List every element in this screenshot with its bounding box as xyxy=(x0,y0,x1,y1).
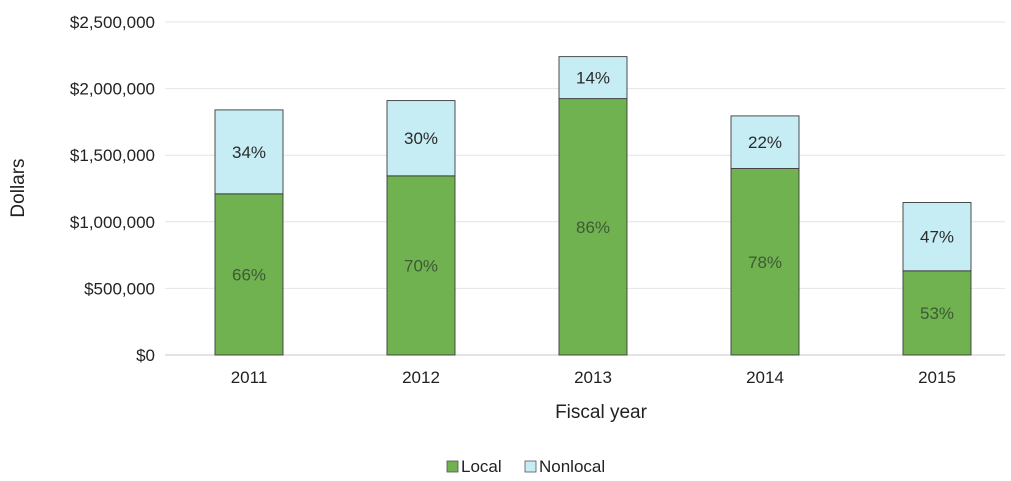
data-label-nonlocal-2015: 47% xyxy=(920,228,954,247)
bar-segment-local-2014 xyxy=(730,168,800,356)
y-axis-title: Dollars xyxy=(8,158,29,217)
data-label-nonlocal-2013: 14% xyxy=(576,69,610,88)
x-tick-label: 2011 xyxy=(231,368,268,387)
data-label-local-2012: 70% xyxy=(404,256,438,275)
bar-segment-local-2011 xyxy=(214,193,284,356)
legend-label-local: Local xyxy=(461,457,502,476)
y-tick-label: $1,000,000 xyxy=(70,213,155,232)
bars: 66% 34% 70% 30% 86% 14% 78% 22% 53% 47% xyxy=(214,56,972,356)
y-axis-ticks: $0 $500,000 $1,000,000 $1,500,000 $2,000,000… xyxy=(70,13,155,365)
y-tick-label: $2,500,000 xyxy=(70,13,155,32)
bar-segment-local-2012 xyxy=(386,175,456,356)
x-tick-label: 2012 xyxy=(402,368,440,387)
data-label-local-2014: 78% xyxy=(748,253,782,272)
bar-segment-nonlocal-2015 xyxy=(902,202,972,272)
data-label-nonlocal-2012: 30% xyxy=(404,129,438,148)
y-tick-label: $500,000 xyxy=(84,279,155,298)
bar-segment-nonlocal-2011 xyxy=(214,109,284,195)
x-tick-label: 2014 xyxy=(746,368,784,387)
x-tick-label: 2015 xyxy=(918,368,956,387)
bar-segment-nonlocal-2014 xyxy=(730,115,800,169)
legend-swatch-local xyxy=(446,460,459,473)
bar-segment-nonlocal-2012 xyxy=(386,100,456,177)
data-label-local-2011: 66% xyxy=(232,265,266,284)
legend: Local Nonlocal xyxy=(446,457,605,476)
y-tick-label: $0 xyxy=(136,346,155,365)
bar-segment-local-2013 xyxy=(558,98,628,356)
y-tick-label: $2,000,000 xyxy=(70,80,155,99)
y-tick-label: $1,500,000 xyxy=(70,146,155,165)
data-label-nonlocal-2014: 22% xyxy=(748,133,782,152)
x-tick-label: 2013 xyxy=(574,368,612,387)
data-label-local-2015: 53% xyxy=(920,304,954,323)
bar-segment-nonlocal-2013 xyxy=(558,56,628,100)
legend-swatch-nonlocal xyxy=(524,460,537,473)
x-axis-ticks: 2011 2012 2013 2014 2015 xyxy=(231,368,956,387)
bar-segment-local-2015 xyxy=(902,270,972,356)
data-label-local-2013: 86% xyxy=(576,218,610,237)
x-axis-title: Fiscal year xyxy=(555,402,648,423)
legend-label-nonlocal: Nonlocal xyxy=(539,457,605,476)
data-label-nonlocal-2011: 34% xyxy=(232,143,266,162)
